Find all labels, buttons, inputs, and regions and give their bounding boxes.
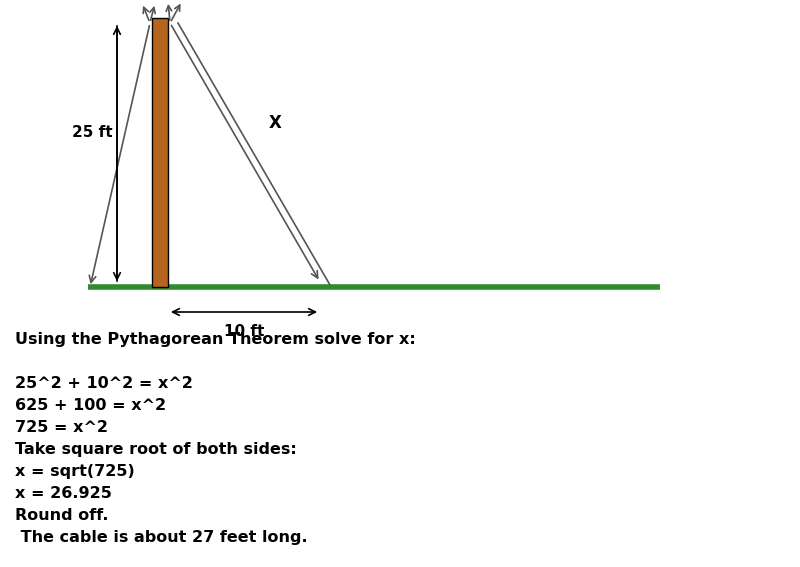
Text: Round off.: Round off. (15, 508, 109, 523)
Text: Using the Pythagorean Theorem solve for x:: Using the Pythagorean Theorem solve for … (15, 332, 416, 347)
Text: x = sqrt(725): x = sqrt(725) (15, 464, 134, 479)
Text: X: X (269, 113, 282, 132)
Bar (152, 18, 168, 287)
Text: 10 ft: 10 ft (224, 324, 264, 339)
Text: The cable is about 27 feet long.: The cable is about 27 feet long. (15, 530, 308, 545)
Text: 625 + 100 = x^2: 625 + 100 = x^2 (15, 398, 166, 413)
Text: Take square root of both sides:: Take square root of both sides: (15, 442, 297, 457)
Text: 25 ft: 25 ft (72, 125, 113, 140)
Text: 25^2 + 10^2 = x^2: 25^2 + 10^2 = x^2 (15, 376, 193, 391)
Text: x = 26.925: x = 26.925 (15, 486, 112, 501)
Text: 725 = x^2: 725 = x^2 (15, 420, 108, 435)
